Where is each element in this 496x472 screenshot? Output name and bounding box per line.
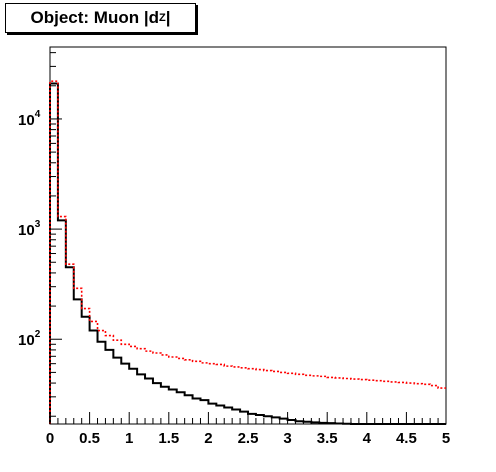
x-tick-label: 2.5	[238, 430, 259, 447]
chart-title-suffix: |	[165, 8, 171, 27]
chart-title-main: Object: Muon |d	[30, 8, 159, 27]
chart-title-subscript: Z	[158, 12, 166, 24]
x-axis-ticks: 0 0.5 1 1.5 2 2.5 3 3.5 4 4.5 5	[46, 412, 450, 447]
plot-frame	[49, 46, 447, 425]
x-tick-label: 0	[46, 430, 54, 447]
x-tick-label: 5	[442, 430, 450, 447]
chart-title: Object: Muon |d Z |	[5, 3, 196, 33]
series-line-1	[49, 82, 446, 425]
x-tick-label: 4.5	[396, 430, 417, 447]
x-tick-label: 1.5	[158, 430, 179, 447]
y-tick-label: 103	[18, 219, 41, 239]
x-tick-label: 3	[283, 430, 291, 447]
x-tick-label: 1	[125, 430, 133, 447]
x-tick-label: 4	[363, 430, 372, 447]
series-line-2	[49, 80, 446, 424]
series-layer	[49, 80, 446, 425]
x-tick-label: 3.5	[317, 430, 338, 447]
plot-border	[49, 46, 447, 425]
y-axis-ticks: 102 103 104	[18, 52, 62, 417]
y-tick-label: 102	[18, 329, 41, 349]
x-tick-label: 0.5	[79, 430, 100, 447]
x-tick-label: 2	[204, 430, 212, 447]
y-tick-label: 104	[18, 109, 41, 129]
